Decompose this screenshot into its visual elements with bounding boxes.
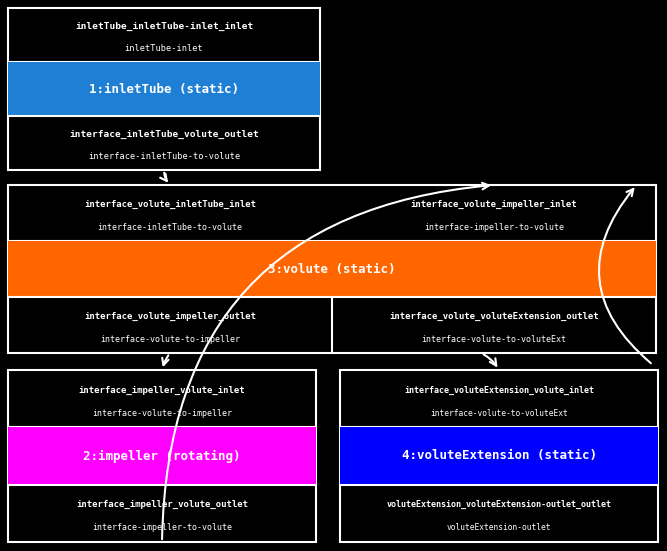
Text: interface-volute-to-voluteExt: interface-volute-to-voluteExt <box>422 334 566 343</box>
Bar <box>340 370 658 542</box>
Text: interface-inletTube-to-volute: interface-inletTube-to-volute <box>88 152 240 161</box>
Text: interface_volute_voluteExtension_outlet: interface_volute_voluteExtension_outlet <box>389 312 599 321</box>
Text: interface-inletTube-to-volute: interface-inletTube-to-volute <box>97 223 243 231</box>
Text: interface_voluteExtension_volute_inlet: interface_voluteExtension_volute_inlet <box>404 386 594 395</box>
Bar <box>340 428 658 485</box>
Text: interface-volute-to-voluteExt: interface-volute-to-voluteExt <box>430 408 568 418</box>
Text: interface_volute_impeller_inlet: interface_volute_impeller_inlet <box>411 200 578 209</box>
Text: 4:voluteExtension (static): 4:voluteExtension (static) <box>402 450 596 462</box>
Text: inletTube_inletTube-inlet_inlet: inletTube_inletTube-inlet_inlet <box>75 23 253 31</box>
Text: interface_impeller_volute_inlet: interface_impeller_volute_inlet <box>79 386 245 395</box>
Bar <box>8 428 316 485</box>
Text: interface_volute_inletTube_inlet: interface_volute_inletTube_inlet <box>84 200 256 209</box>
Text: 2:impeller (rotating): 2:impeller (rotating) <box>83 450 241 462</box>
Bar <box>8 370 316 542</box>
Bar <box>8 185 656 353</box>
Bar <box>8 62 320 116</box>
Text: interface-volute-to-impeller: interface-volute-to-impeller <box>92 408 232 418</box>
Text: interface_impeller_volute_outlet: interface_impeller_volute_outlet <box>76 500 248 509</box>
Text: interface-impeller-to-volute: interface-impeller-to-volute <box>424 223 564 231</box>
Text: interface-impeller-to-volute: interface-impeller-to-volute <box>92 523 232 532</box>
Bar <box>8 241 656 297</box>
Bar <box>8 8 320 170</box>
Text: interface-volute-to-impeller: interface-volute-to-impeller <box>100 334 240 343</box>
Text: inletTube-inlet: inletTube-inlet <box>125 44 203 53</box>
Text: 3:volute (static): 3:volute (static) <box>268 262 396 276</box>
Text: interface_volute_impeller_outlet: interface_volute_impeller_outlet <box>84 312 256 321</box>
Text: voluteExtension_voluteExtension-outlet_outlet: voluteExtension_voluteExtension-outlet_o… <box>386 500 612 509</box>
Text: interface_inletTube_volute_outlet: interface_inletTube_volute_outlet <box>69 131 259 139</box>
Text: 1:inletTube (static): 1:inletTube (static) <box>89 83 239 95</box>
Text: voluteExtension-outlet: voluteExtension-outlet <box>447 523 551 532</box>
